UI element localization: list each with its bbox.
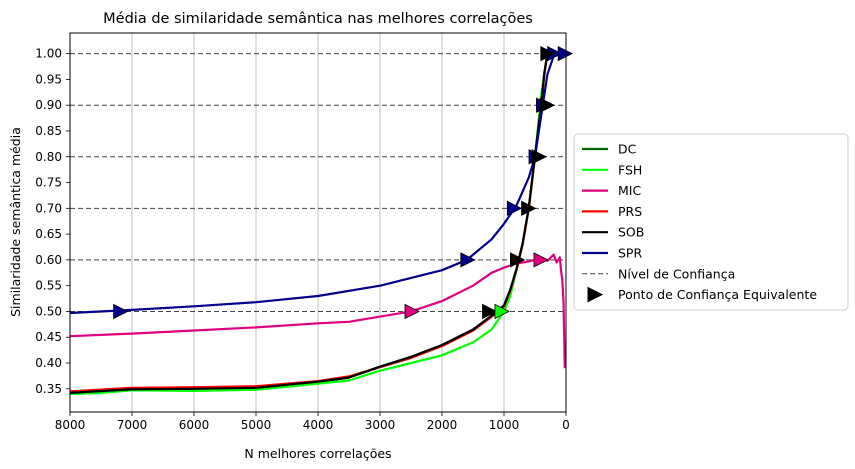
legend-label-mic: MIC xyxy=(618,183,641,198)
legend-box xyxy=(573,133,849,311)
legend-label-dc: DC xyxy=(618,142,637,157)
x-tick-label: 6000 xyxy=(179,418,210,432)
y-tick-label: 0.45 xyxy=(35,330,62,344)
chart-title: Média de similaridade semântica nas melh… xyxy=(103,11,533,27)
x-tick-label: 5000 xyxy=(241,418,272,432)
y-tick-label: 0.80 xyxy=(35,150,62,164)
y-tick-label: 0.70 xyxy=(35,201,62,215)
equivalent-point-marker xyxy=(113,303,129,320)
legend-swatch-point xyxy=(587,286,604,303)
plot-area: 8000 7000 6000 5000 4000 3000 2000 1000 0 0.35 0.4… xyxy=(35,32,574,432)
axes-frame xyxy=(69,32,567,413)
x-tick-label: 8000 xyxy=(55,418,86,432)
y-axis-label: Similaridade semântica média xyxy=(8,127,23,317)
equivalent-point-marker xyxy=(539,97,556,113)
y-tick-label: 0.40 xyxy=(35,356,62,370)
equivalent-point-marker xyxy=(521,200,537,216)
y-tick-label: 0.55 xyxy=(35,279,62,293)
legend-label-sob: SOB xyxy=(618,225,644,240)
y-tick-label: 1.00 xyxy=(35,47,62,61)
equivalent-point-marker xyxy=(494,303,510,320)
x-axis-label: N melhores correlações xyxy=(244,446,391,461)
equivalent-point-marker xyxy=(404,303,420,320)
equivalent-point-marker xyxy=(533,252,549,268)
series-line-mic xyxy=(70,253,566,369)
y-tick-label: 0.35 xyxy=(35,382,62,396)
legend-label-confidence: Nível de Confiança xyxy=(618,266,735,281)
x-tick-label: 2000 xyxy=(427,418,458,432)
equivalent-point-marker xyxy=(482,303,498,320)
equivalent-point-marker xyxy=(531,149,547,165)
equivalent-point-marker xyxy=(509,252,526,268)
y-tick-label: 0.85 xyxy=(35,124,62,138)
legend-label-prs: PRS xyxy=(618,204,642,219)
y-tick-label: 0.50 xyxy=(35,304,62,318)
y-tick-label: 0.90 xyxy=(35,98,62,112)
x-tick-label: 3000 xyxy=(365,418,396,432)
y-tick-label: 0.65 xyxy=(35,227,62,241)
y-tick-label: 0.75 xyxy=(35,176,62,190)
legend: DC FSH MIC PRS SOB SPR Nível de Confiança Ponto… xyxy=(573,133,849,311)
legend-label-point: Ponto de Confiança Equivalente xyxy=(618,287,817,302)
x-tick-label: 4000 xyxy=(303,418,334,432)
equivalent-point-marker xyxy=(506,200,523,216)
y-tick-label: 0.60 xyxy=(35,253,62,267)
equivalent-point-marker xyxy=(557,45,574,62)
x-tick-label: 7000 xyxy=(117,418,148,432)
x-tick-label: 0 xyxy=(562,418,570,432)
equivalent-point-marker xyxy=(460,252,476,268)
legend-label-spr: SPR xyxy=(618,246,642,261)
series-line-spr xyxy=(70,52,566,315)
series-line-fsh xyxy=(70,53,549,396)
equivalent-point-marker xyxy=(540,45,556,62)
series-line-sob xyxy=(70,53,549,394)
x-tick-label: 1000 xyxy=(489,418,520,432)
y-tick-label: 0.95 xyxy=(35,72,62,86)
legend-label-fsh: FSH xyxy=(618,162,642,177)
